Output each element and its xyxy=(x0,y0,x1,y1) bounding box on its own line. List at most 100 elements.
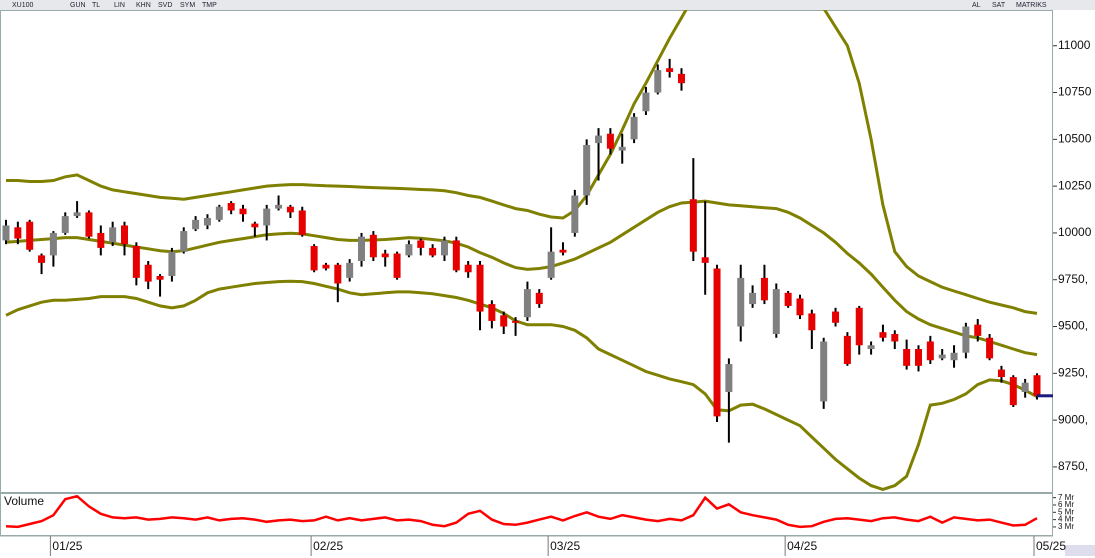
candle-body xyxy=(547,251,555,278)
x-axis-area xyxy=(0,536,1095,558)
volume-y-tick-label: 4 Mr xyxy=(1058,515,1074,524)
toolbar-button[interactable]: SYM xyxy=(180,2,195,9)
toolbar xyxy=(0,0,1095,10)
y-tick-label: 9250, xyxy=(1058,365,1088,379)
candle-body xyxy=(109,227,117,243)
candle-body xyxy=(476,264,484,312)
candle-body xyxy=(49,232,57,256)
candle-body xyxy=(369,234,377,258)
volume-panel xyxy=(0,493,1053,536)
toolbar-button[interactable]: KHN xyxy=(136,2,151,9)
candle-body xyxy=(677,73,685,84)
candle-body xyxy=(227,202,235,211)
candle-body xyxy=(215,206,223,220)
candle-body xyxy=(358,236,366,262)
candle-body xyxy=(689,199,697,252)
candle-body xyxy=(950,352,958,361)
y-tick-label: 10750 xyxy=(1058,85,1092,99)
volume-y-tick-label: 5 Mr xyxy=(1058,507,1074,516)
candle-body xyxy=(2,225,10,241)
candle-body xyxy=(239,208,247,215)
toolbar-button[interactable]: AL xyxy=(972,2,981,9)
volume-y-tick-label: 3 Mr xyxy=(1058,522,1074,531)
candle-body xyxy=(393,253,401,278)
candle-body xyxy=(772,289,780,335)
candle-body xyxy=(132,246,140,278)
candle-body xyxy=(417,240,425,248)
candle-body xyxy=(38,255,46,263)
candle-body xyxy=(14,227,22,239)
x-tick-label: 05/25 xyxy=(1036,539,1066,553)
candle-body xyxy=(595,135,603,144)
volume-y-tick-label: 6 Mr xyxy=(1058,500,1074,509)
candle-body xyxy=(571,195,579,233)
candle-body xyxy=(713,268,721,417)
candle-body xyxy=(1021,382,1029,393)
candle-body xyxy=(73,212,81,217)
candle-body xyxy=(334,264,342,284)
candle-body xyxy=(192,219,200,230)
volume-y-tick-label: 7 Mr xyxy=(1058,493,1074,502)
candle-body xyxy=(855,307,863,346)
toolbar-button[interactable]: MATRIKS xyxy=(1016,2,1047,9)
candle-body xyxy=(251,223,259,228)
candle-body xyxy=(180,231,188,252)
candle-body xyxy=(666,68,674,72)
candle-body xyxy=(488,304,496,321)
candle-body xyxy=(1033,375,1041,396)
candle-body xyxy=(429,247,437,256)
x-tick-label: 04/25 xyxy=(787,539,817,553)
x-tick-label: 03/25 xyxy=(550,539,580,553)
candle-body xyxy=(962,326,970,353)
candle-body xyxy=(523,289,531,318)
toolbar-button[interactable]: SAT xyxy=(992,2,1006,9)
candle-body xyxy=(618,146,626,151)
candle-body xyxy=(440,240,448,256)
candle-body xyxy=(144,264,152,282)
y-tick-label: 10250 xyxy=(1058,178,1092,192)
candle-body xyxy=(867,345,875,349)
toolbar-button[interactable]: LIN xyxy=(114,2,125,9)
candle-body xyxy=(97,232,105,248)
candle-body xyxy=(784,292,792,306)
candle-body xyxy=(61,216,69,233)
candle-body xyxy=(381,253,389,258)
candle-body xyxy=(464,264,472,273)
bollinger-middle xyxy=(5,199,1038,357)
candle-body xyxy=(263,208,271,226)
y-tick-label: 8750, xyxy=(1058,459,1088,473)
y-tick-label: 9500, xyxy=(1058,319,1088,333)
candle-body xyxy=(701,257,709,263)
toolbar-button[interactable]: GUN xyxy=(70,2,86,9)
candle-body xyxy=(820,341,828,402)
x-tick-label: 01/25 xyxy=(52,539,82,553)
candle-body xyxy=(749,292,757,305)
candle-body xyxy=(986,337,994,359)
candle-body xyxy=(606,133,614,149)
candle-body xyxy=(974,324,982,336)
candle-body xyxy=(938,354,946,359)
x-tick-label: 02/25 xyxy=(313,539,343,553)
y-tick-label: 10000 xyxy=(1058,225,1092,239)
candle-body xyxy=(926,341,934,361)
toolbar-button[interactable]: TMP xyxy=(202,2,217,9)
candle-body xyxy=(346,262,354,278)
candle-body xyxy=(1009,377,1017,406)
candle-body xyxy=(914,348,922,366)
bollinger-upper xyxy=(6,10,1038,315)
toolbar-button[interactable]: XU100 xyxy=(12,2,34,9)
toolbar-button[interactable]: SVD xyxy=(158,2,172,9)
candle-body xyxy=(168,251,176,276)
candle-body xyxy=(322,264,330,269)
candle-body xyxy=(760,277,768,301)
toolbar-button[interactable]: TL xyxy=(92,2,100,9)
y-tick-label: 9000, xyxy=(1058,412,1088,426)
y-tick-label: 11000 xyxy=(1058,38,1091,52)
candle-body xyxy=(85,212,93,237)
candle-body xyxy=(26,221,34,250)
candle-body xyxy=(891,334,899,342)
candle-body xyxy=(737,277,745,327)
scroll-buttons[interactable] xyxy=(1065,545,1095,556)
candle-body xyxy=(512,320,520,323)
candle-body xyxy=(275,204,283,209)
